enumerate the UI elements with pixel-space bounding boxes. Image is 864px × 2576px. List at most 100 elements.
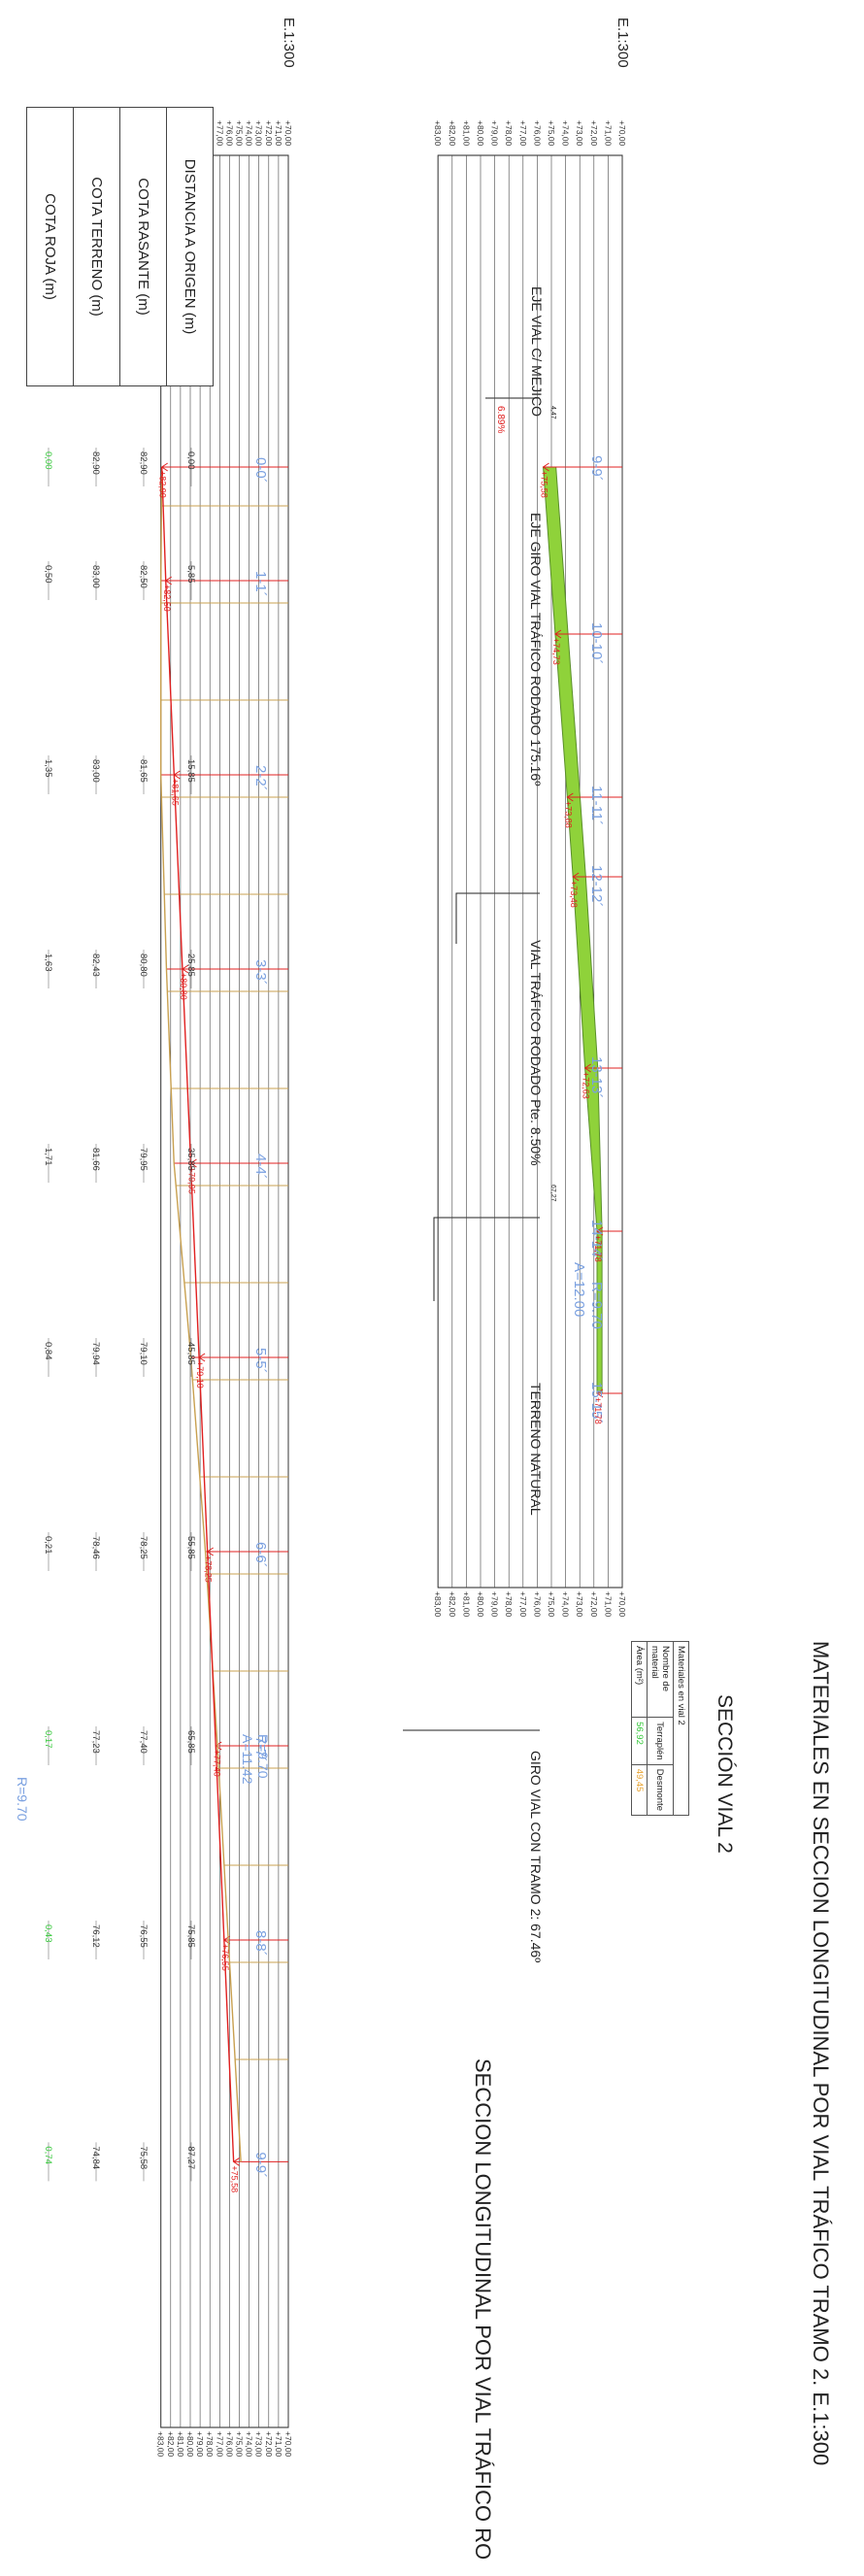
materials-table-area-label: Área (m²) xyxy=(631,1641,648,1718)
materials-elevation-mark: +71,78 xyxy=(593,1397,603,1424)
table-value-distancia: 55,85 xyxy=(185,1536,196,1559)
materials-profile-grid xyxy=(437,154,623,1589)
leader-line xyxy=(433,1217,540,1301)
table-value-rasante: 82,50 xyxy=(138,565,149,588)
table-value-roja: 1,35 xyxy=(43,759,53,778)
main-elevation-label-top: +72,00 xyxy=(264,120,274,147)
main-elevation-label-bottom: +78,00 xyxy=(205,2431,215,2458)
table-value-rasante: 76,55 xyxy=(138,1924,149,1948)
materials-table-header: Nombre de material xyxy=(647,1641,674,1718)
profile-data-table: DISTANCIA A ORIGEN (m) COTA RASANTE (m) … xyxy=(26,107,214,386)
main-profile-grid xyxy=(160,154,289,2428)
station-label: 1-1´ xyxy=(252,571,269,597)
table-value-terreno: 74,84 xyxy=(90,2146,101,2169)
materials-elevation-label-top: +78,00 xyxy=(504,120,514,147)
station-label: 6-6´ xyxy=(252,1542,269,1568)
row-label-rasante: COTA RASANTE (m) xyxy=(119,107,167,386)
main-elevation-label-bottom: +79,00 xyxy=(195,2431,205,2458)
materials-elevation-label-bottom: +73,00 xyxy=(575,1591,584,1618)
materials-curve-label: A=12.00 xyxy=(571,1262,587,1317)
section-title-text: SECCIÓN VIAL 2 xyxy=(714,1694,736,1854)
profile-annotation: 6.89% xyxy=(495,406,506,433)
elevation-mark: +82,50 xyxy=(162,585,172,612)
station-label: 7-7´ xyxy=(252,1736,269,1762)
station-label: 3-3´ xyxy=(252,959,269,986)
materials-elevation-label-top: +76,00 xyxy=(532,120,542,147)
main-curve-label: R=9.70 xyxy=(255,1734,271,1779)
materials-elevation-label-bottom: +75,00 xyxy=(547,1591,556,1618)
materials-elevation-marker xyxy=(554,629,562,639)
station-label: 2-2´ xyxy=(252,765,269,791)
profile-annotation: TERRENO NATURAL xyxy=(528,1383,544,1516)
table-value-roja: 0,43 xyxy=(43,1924,53,1943)
materials-elevation-label-top: +83,00 xyxy=(433,120,443,147)
main-profile-frame xyxy=(160,154,289,2428)
materials-elevation-label-top: +72,00 xyxy=(589,120,599,147)
section-title: SECCIÓN VIAL 2 xyxy=(713,1694,736,1854)
table-value-roja: 0,21 xyxy=(43,1536,53,1555)
materials-elevation-label-top: +75,00 xyxy=(547,120,556,147)
table-value-rasante: 82,90 xyxy=(138,452,149,475)
materials-elevation-label-bottom: +72,00 xyxy=(589,1591,599,1618)
materials-elevation-marker xyxy=(572,872,580,882)
terrain-profile-line xyxy=(159,466,242,2162)
table-value-terreno: 78,46 xyxy=(90,1536,101,1559)
profile-annotation: 67,27 xyxy=(549,1185,556,1202)
main-elevation-label-bottom: +75,00 xyxy=(235,2431,245,2458)
materials-curve-label: R=9.70 xyxy=(588,1282,605,1329)
rasante-profile-line xyxy=(161,466,235,2162)
materials-scale-label: E.1:300 xyxy=(615,17,631,68)
table-value-terreno: 77,23 xyxy=(90,1730,101,1754)
main-elevation-label-bottom: +74,00 xyxy=(245,2431,254,2458)
table-value-roja: 0,17 xyxy=(43,1730,53,1749)
row-label-roja: COTA ROJA (m) xyxy=(26,107,74,386)
main-elevation-label-bottom: +70,00 xyxy=(283,2431,293,2458)
elevation-mark: +82,90 xyxy=(158,471,168,498)
elevation-mark: +76,55 xyxy=(220,1944,230,1971)
profile-title: SECCION LONGITUDINAL POR VIAL TRÁFICO RO xyxy=(470,2058,495,2559)
main-scale-label: E.1:300 xyxy=(281,17,297,68)
material-name-terraplen: Terraplén xyxy=(647,1717,674,1765)
table-value-rasante: 78,25 xyxy=(138,1536,149,1559)
main-elevation-label-top: +74,00 xyxy=(245,120,254,147)
materials-station-label: 15-15´ xyxy=(588,1382,605,1423)
table-value-terreno: 82,90 xyxy=(90,452,101,475)
material-name-desmonte: Desmonte xyxy=(647,1764,674,1816)
station-label: 4-4´ xyxy=(252,1154,269,1180)
materials-station-label: 14-14´ xyxy=(588,1220,605,1261)
materials-table: Materiales en vial 2 Nombre de material … xyxy=(631,1641,689,1816)
table-value-roja: 0,74 xyxy=(43,2146,53,2164)
table-value-terreno: 79,94 xyxy=(90,1342,101,1365)
materials-elevation-marker xyxy=(583,1063,591,1073)
table-value-roja: 0,00 xyxy=(43,452,53,470)
profile-annotation: EJE VIAL C/ MEJICO xyxy=(529,286,545,417)
materials-elevation-label-bottom: +74,00 xyxy=(561,1591,571,1618)
materials-elevation-mark: +71,78 xyxy=(593,1235,603,1262)
materials-elevation-label-bottom: +80,00 xyxy=(476,1591,485,1618)
table-value-distancia: 45,85 xyxy=(185,1342,196,1365)
elevation-mark: +75,58 xyxy=(230,2165,240,2192)
table-value-terreno: 83,00 xyxy=(90,759,101,783)
row-label-distancia: DISTANCIA A ORIGEN (m) xyxy=(166,107,214,386)
materials-elevation-label-bottom: +71,00 xyxy=(603,1591,613,1618)
main-elevation-label-top: +71,00 xyxy=(274,120,283,147)
materials-elevation-label-top: +81,00 xyxy=(461,120,471,147)
materials-station-label: 12-12´ xyxy=(588,865,605,907)
materials-elevation-label-top: +80,00 xyxy=(476,120,485,147)
materials-elevation-mark: +74,73 xyxy=(551,638,561,665)
station-label: 5-5´ xyxy=(252,1348,269,1374)
materials-elevation-mark: +73,88 xyxy=(563,801,573,828)
table-value-distancia: 87,27 xyxy=(185,2146,196,2169)
table-value-distancia: 75,85 xyxy=(185,1924,196,1948)
row-label-terreno: COTA TERRENO (m) xyxy=(73,107,120,386)
materials-elevation-marker xyxy=(596,1388,604,1398)
materials-elevation-marker xyxy=(596,1226,604,1236)
material-area-terraplen: 56,92 xyxy=(631,1717,648,1765)
table-value-terreno: 81,66 xyxy=(90,1148,101,1171)
materials-station-label: 13-13´ xyxy=(588,1056,605,1098)
main-elevation-label-top: +70,00 xyxy=(283,120,293,147)
materials-elevation-label-top: +71,00 xyxy=(603,120,613,147)
materials-elevation-mark: +75,58 xyxy=(540,471,549,498)
main-elevation-label-bottom: +72,00 xyxy=(264,2431,274,2458)
table-value-rasante: 77,40 xyxy=(138,1730,149,1754)
